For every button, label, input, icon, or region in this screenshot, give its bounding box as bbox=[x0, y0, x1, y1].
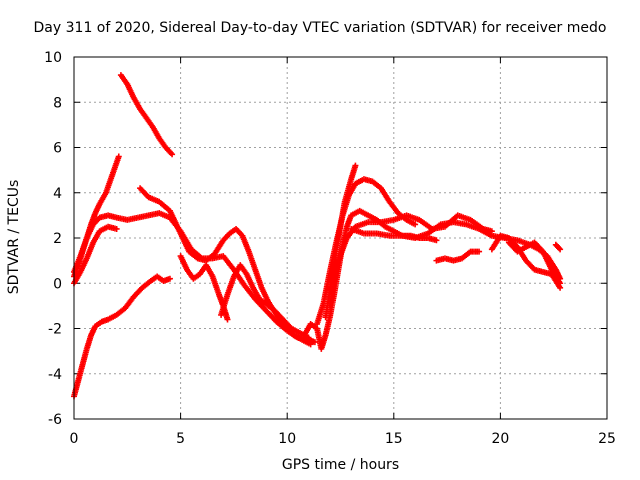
y-tick-label: -4 bbox=[48, 367, 62, 383]
x-tick-label: 0 bbox=[70, 431, 79, 447]
series-trace-14 bbox=[433, 248, 483, 264]
series-trace-17 bbox=[552, 241, 564, 253]
chart-title: Day 311 of 2020, Sidereal Day-to-day VTE… bbox=[33, 20, 607, 36]
data-point bbox=[113, 225, 120, 232]
series-trace-13 bbox=[348, 219, 564, 282]
plot-frame bbox=[73, 56, 608, 420]
y-tick-label: 6 bbox=[53, 141, 62, 157]
series-trace-9 bbox=[301, 207, 440, 352]
series-trace-5 bbox=[117, 72, 176, 158]
data-point bbox=[307, 341, 314, 348]
series-trace-16 bbox=[505, 239, 564, 287]
data-point bbox=[433, 237, 440, 244]
data-point bbox=[412, 221, 419, 228]
data-point bbox=[476, 248, 483, 255]
x-tick-label: 15 bbox=[385, 431, 403, 447]
data-series bbox=[71, 72, 564, 400]
y-tick-label: -6 bbox=[48, 412, 62, 428]
y-tick-label: 0 bbox=[53, 276, 62, 292]
axis-ticks: 0 5 10 15 20 25 -6 -4 -2 0 2 4 6 8 10 bbox=[44, 50, 616, 447]
y-tick-label: 2 bbox=[53, 231, 62, 247]
series-trace-12 bbox=[326, 212, 495, 309]
y-tick-label: 4 bbox=[53, 186, 62, 202]
data-point bbox=[115, 153, 122, 160]
data-point bbox=[557, 246, 564, 253]
y-axis-label: SDTVAR / TECUs bbox=[6, 179, 22, 295]
data-point bbox=[166, 275, 173, 282]
data-point bbox=[352, 162, 359, 169]
x-tick-label: 25 bbox=[598, 431, 616, 447]
data-point bbox=[305, 334, 312, 341]
series-trace-1 bbox=[71, 273, 173, 400]
y-tick-label: -2 bbox=[48, 322, 62, 338]
y-tick-label: 10 bbox=[44, 50, 62, 66]
x-tick-label: 20 bbox=[491, 431, 509, 447]
x-tick-label: 10 bbox=[278, 431, 296, 447]
data-point bbox=[224, 316, 231, 323]
x-axis-label: GPS time / hours bbox=[281, 457, 400, 473]
series-trace-8 bbox=[218, 262, 312, 341]
series-trace-7 bbox=[177, 253, 231, 323]
data-point bbox=[556, 245, 563, 252]
y-tick-label: 8 bbox=[53, 95, 62, 111]
data-point bbox=[169, 151, 176, 158]
data-point bbox=[557, 280, 564, 287]
x-tick-label: 5 bbox=[176, 431, 185, 447]
